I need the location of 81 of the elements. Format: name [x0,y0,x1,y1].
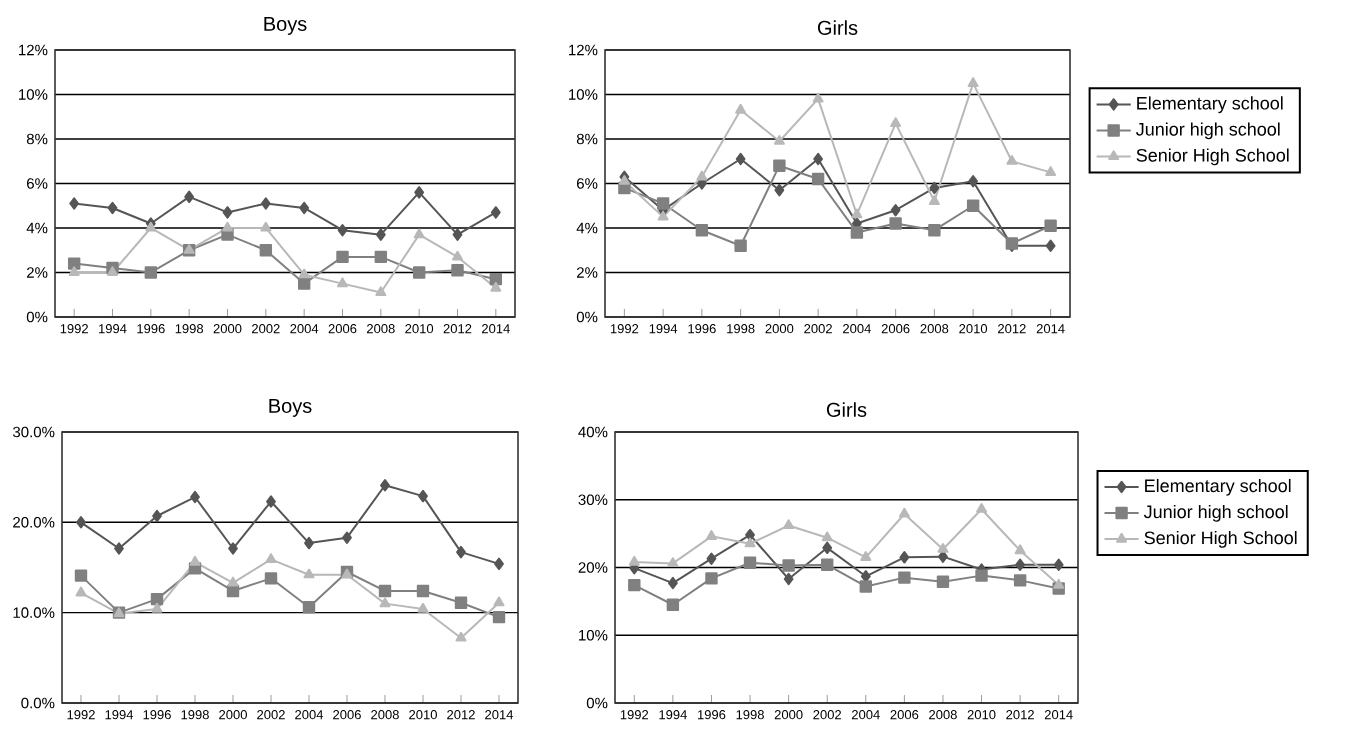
x-tick-label: 2012 [1006,710,1034,720]
y-tick-label: 30.0% [12,426,55,438]
y-tick-label: 20% [578,562,608,573]
x-tick-label: 2008 [371,710,399,720]
x-tick-label: 2006 [881,324,910,334]
x-tick-label: 2014 [482,324,510,334]
x-tick-label: 2014 [1044,710,1073,720]
x-tick-label: 2014 [485,710,514,720]
x-tick-label: 1996 [698,710,726,720]
x-tick-label: 1996 [137,324,165,334]
y-tick-label: 12% [19,44,48,56]
x-tick-label: 1996 [688,324,716,334]
x-tick-label: 2012 [998,324,1026,334]
y-tick-label: 10% [19,89,48,100]
legend-label: Elementary school [1137,96,1283,114]
x-tick-label: 1994 [659,710,687,720]
y-tick-label: 2% [27,267,48,278]
y-tick-label: 6% [27,178,48,189]
x-tick-label: 2004 [851,710,880,720]
x-tick-label: 2004 [290,324,319,334]
y-tick-label: 8% [26,133,48,145]
y-tick-label: 20.0% [13,517,55,528]
legend-label: Senior High School [1144,531,1297,548]
legend-label: Elementary school [1145,478,1291,496]
x-tick-label: 2008 [929,710,957,720]
x-tick-label: 2000 [765,324,794,334]
y-tick-label: 0.0% [21,697,55,709]
chart-title: Girls [826,402,867,417]
y-tick-label: 4% [26,222,48,234]
x-tick-label: 1992 [620,710,649,720]
chart-title: Girls [817,20,858,35]
chart-title: Boys [264,17,307,35]
x-tick-label: 2008 [920,324,949,334]
y-tick-label: 40% [578,426,608,438]
legend-label: Junior high school [1143,504,1288,522]
x-tick-label: 2000 [219,710,247,720]
x-tick-label: 2006 [328,324,357,334]
x-tick-label: 2006 [333,710,361,720]
x-tick-label: 2008 [367,324,395,334]
y-tick-label: 6% [577,178,598,189]
x-tick-label: 1998 [175,324,204,334]
x-tick-label: 2000 [774,710,803,720]
y-tick-label: 10% [569,89,598,100]
x-tick-label: 2004 [843,324,871,334]
legend-label: Junior high school [1136,122,1280,140]
x-tick-label: 2002 [252,324,280,334]
x-tick-label: 2012 [443,324,472,334]
x-tick-label: 2002 [257,710,285,720]
y-tick-label: 10% [579,629,608,641]
x-tick-label: 1994 [105,710,134,720]
x-tick-label: 2010 [967,710,996,720]
x-tick-label: 2010 [959,324,988,334]
x-tick-label: 2012 [447,710,475,720]
x-tick-label: 1998 [736,710,764,720]
x-tick-label: 2002 [804,324,832,334]
x-tick-label: 1996 [143,710,171,720]
x-tick-label: 1998 [181,710,209,720]
y-tick-label: 4% [576,222,598,234]
x-tick-label: 2002 [813,710,841,720]
y-tick-label: 8% [576,133,598,145]
x-tick-label: 1994 [649,324,678,334]
x-tick-label: 1994 [99,324,127,334]
x-tick-label: 1998 [727,324,755,334]
y-tick-label: 12% [569,44,598,56]
x-tick-label: 2014 [1036,324,1065,334]
y-tick-label: 0% [586,697,608,709]
x-tick-label: 2010 [405,324,434,334]
y-tick-label: 10.0% [13,607,55,618]
x-tick-label: 2000 [213,324,242,334]
x-tick-label: 2006 [890,710,919,720]
y-tick-label: 0% [576,311,598,323]
x-tick-label: 1992 [67,710,95,720]
chart-title: Boys [269,399,312,417]
x-tick-label: 2004 [295,710,324,720]
y-tick-label: 2% [577,267,598,278]
x-tick-label: 1992 [60,324,88,334]
y-tick-label: 0% [26,311,48,323]
y-tick-label: 30% [578,494,608,506]
x-tick-label: 1992 [610,324,639,334]
legend-label: Senior High School [1136,148,1289,166]
x-tick-label: 2010 [409,710,437,720]
